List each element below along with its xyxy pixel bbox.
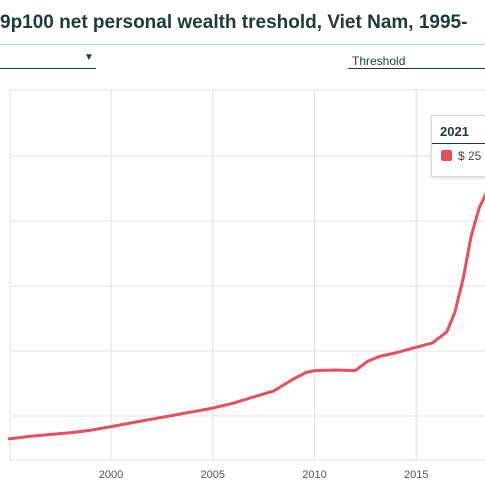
x-axis-ticks: 2000 2005 2010 2015: [99, 469, 429, 481]
x-tick-label: 2000: [99, 469, 123, 481]
threshold-select[interactable]: [348, 68, 485, 69]
chart-title: 9p100 net personal wealth treshold, Viet…: [0, 12, 468, 33]
series-swatch-icon: [441, 150, 452, 161]
x-tick-label: 2015: [404, 469, 428, 481]
variable-select[interactable]: [0, 68, 96, 69]
threshold-label[interactable]: Threshold: [352, 54, 406, 68]
x-tick-label: 2010: [302, 469, 326, 481]
hover-tooltip: 2021 $ 25: [431, 115, 485, 177]
controls-bar: ▼ Threshold: [0, 50, 485, 72]
x-tick-label: 2005: [201, 469, 225, 481]
tooltip-value: $ 25: [458, 149, 482, 163]
series-lines: [7, 192, 485, 441]
dropdown-arrow-icon[interactable]: ▼: [84, 52, 94, 63]
plot-frame: [9, 89, 485, 461]
tooltip-year: 2021: [440, 124, 469, 139]
tooltip-divider: [432, 143, 485, 144]
title-divider: [0, 44, 485, 45]
series-line: [7, 192, 485, 441]
grid-lines: [9, 89, 485, 461]
